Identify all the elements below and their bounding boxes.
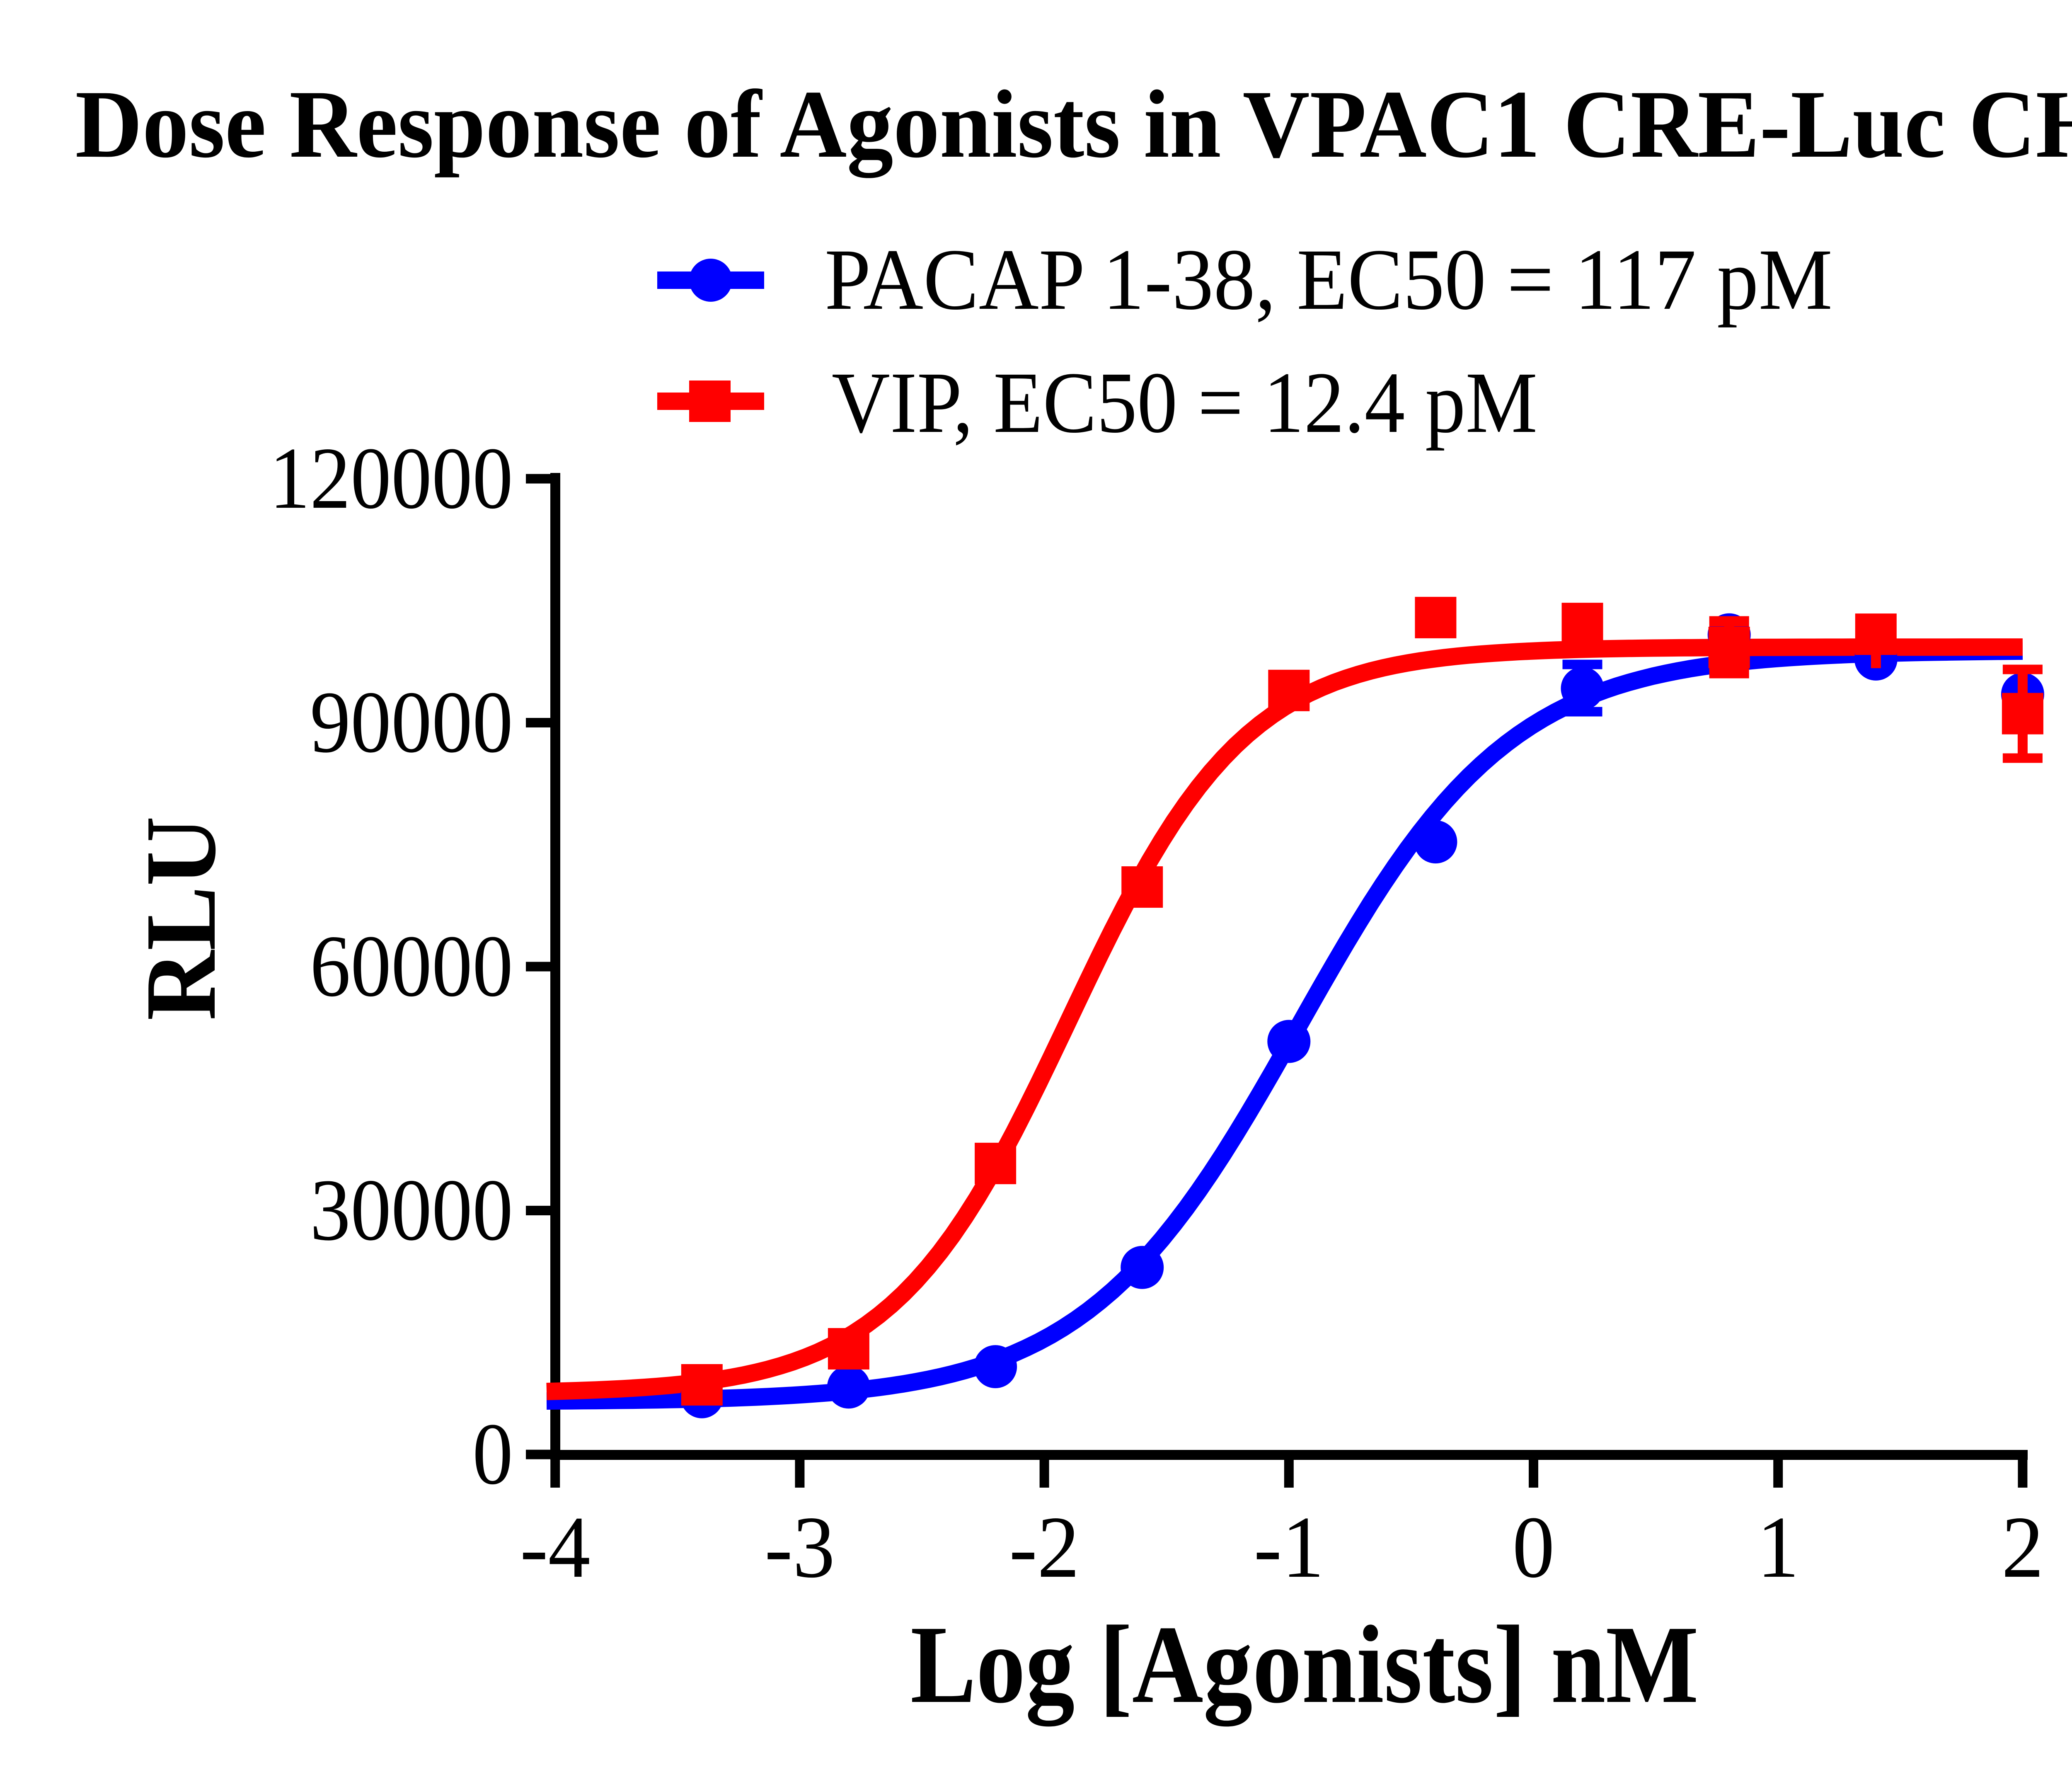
svg-text:2: 2	[2002, 1498, 2044, 1596]
svg-text:0: 0	[1513, 1498, 1555, 1596]
svg-text:-1: -1	[1254, 1498, 1324, 1596]
svg-text:60000: 60000	[310, 917, 513, 1015]
svg-text:1: 1	[1757, 1498, 1799, 1596]
svg-text:0: 0	[472, 1405, 513, 1503]
svg-text:120000: 120000	[269, 429, 513, 527]
svg-text:Log [Agonists] nM: Log [Agonists] nM	[910, 1603, 1699, 1728]
svg-text:90000: 90000	[310, 674, 513, 771]
svg-text:PACAP 1-38, EC50 = 117 pM: PACAP 1-38, EC50 = 117 pM	[825, 231, 1832, 328]
svg-text:-2: -2	[1009, 1498, 1080, 1596]
svg-text:-3: -3	[765, 1498, 835, 1596]
svg-text:VIP, EC50 = 12.4 pM: VIP, EC50 = 12.4 pM	[832, 354, 1537, 451]
svg-text:-4: -4	[520, 1498, 591, 1596]
svg-text:30000: 30000	[310, 1161, 513, 1259]
svg-text:RLU: RLU	[125, 816, 237, 1020]
svg-text:Dose Response of Agonists in V: Dose Response of Agonists in VPAC1 CRE-L…	[75, 70, 2072, 178]
